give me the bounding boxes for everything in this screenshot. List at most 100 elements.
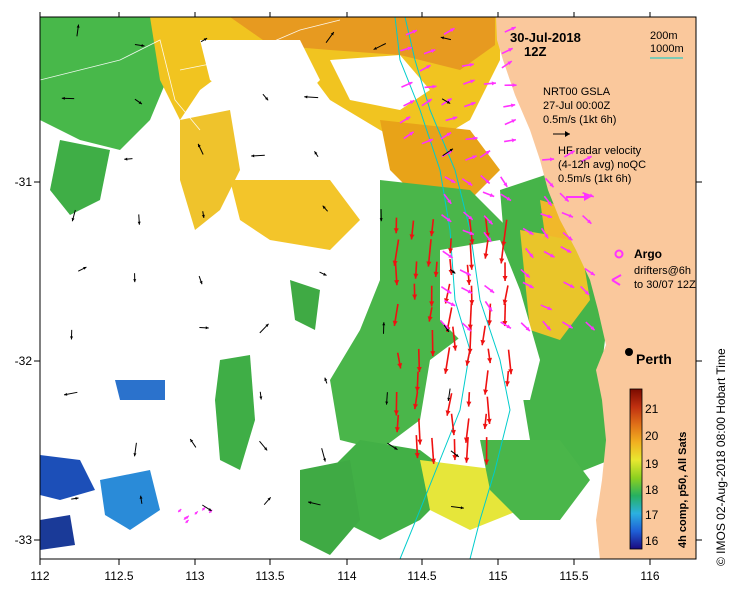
hf-radar-vector	[430, 437, 436, 464]
drifter-vector	[544, 177, 555, 188]
perth-marker	[625, 348, 633, 356]
drifter-vector	[580, 285, 590, 296]
altimetry-vector	[71, 496, 79, 500]
altimetry-vector	[307, 501, 321, 506]
drifter-vector	[444, 176, 456, 184]
hf-radar-vector	[487, 348, 493, 364]
x-tick-label: 112.5	[104, 569, 133, 583]
altimetry-vector	[259, 440, 268, 451]
drifter-vector	[584, 267, 596, 276]
hf-radar-vector	[502, 285, 509, 306]
drifter-vector	[504, 118, 517, 126]
y-tick-label: -33	[15, 533, 33, 547]
altimetry-vector	[198, 275, 203, 285]
drifter-vector	[500, 176, 508, 188]
drifter-vector	[185, 519, 190, 524]
drifter-vector	[540, 304, 553, 311]
colorbar: 21 20 19 18 17 16 4h comp, p50, All Sats	[629, 388, 689, 550]
altimetry-vector	[319, 271, 327, 276]
drifter-vector	[405, 29, 418, 36]
date-title: 30-Jul-2018	[510, 30, 581, 45]
altimetry-vector	[442, 148, 454, 157]
drifter-vector	[559, 192, 570, 203]
drifter-vector	[462, 229, 475, 236]
altimetry-product: NRT00 GSLA	[543, 86, 611, 98]
drifters-label: drifters@6h	[634, 265, 691, 277]
drifter-vector	[540, 227, 549, 239]
drifter-vector	[440, 286, 452, 295]
land-mass	[496, 17, 696, 559]
altimetry-vector	[202, 504, 212, 512]
drifter-vector	[484, 300, 493, 312]
hf-radar-vector	[427, 307, 433, 322]
drifter-vector	[563, 281, 575, 289]
drifter-vector	[503, 103, 516, 108]
hf-radar-vector	[464, 437, 470, 463]
drifter-vector	[461, 178, 473, 187]
drifter-vector	[582, 214, 592, 225]
drifter-vector	[522, 281, 534, 289]
colorbar-tick: 18	[645, 483, 659, 497]
altimetry-vector	[450, 450, 460, 458]
drifter-vector	[540, 213, 553, 219]
drifter-vector	[561, 211, 574, 218]
plot-frame	[39, 16, 697, 560]
hf-radar-vector	[417, 418, 423, 445]
altimetry-vector	[137, 214, 141, 225]
isobath-lines	[394, 17, 511, 559]
drifter-vector	[500, 321, 512, 329]
altimetry-vector	[134, 98, 143, 105]
altimetry-vector	[134, 44, 145, 48]
drifter-vector	[194, 510, 199, 515]
altimetry-vector	[189, 438, 197, 448]
altimetry-scale: 0.5m/s (1kt 6h)	[543, 114, 616, 126]
hf-radar-vector	[392, 303, 399, 327]
x-tick-label: 116	[640, 569, 659, 583]
hf-radar-vector	[433, 261, 439, 278]
drifter-vector	[520, 268, 531, 279]
colorbar-tick: 20	[645, 429, 659, 443]
hf-radar-vector	[483, 238, 489, 259]
altimetry-vector	[259, 323, 269, 334]
x-tick-label: 114.5	[407, 569, 436, 583]
altimetry-vector	[443, 324, 450, 333]
map-layers	[40, 17, 696, 559]
hf-radar-vector	[502, 262, 508, 282]
altimetry-vector	[321, 448, 326, 462]
hf-radar-scale: 0.5m/s (1kt 6h)	[558, 173, 631, 185]
drifter-vector	[461, 286, 473, 294]
altimetry-vector	[441, 98, 451, 104]
drifter-vector	[443, 27, 455, 35]
drifter-vector	[562, 231, 573, 241]
argo-legend-marker	[614, 249, 624, 259]
hf-radar-vector	[429, 219, 435, 237]
hour-title: 12Z	[524, 44, 546, 59]
altimetry-vector	[324, 377, 328, 384]
drifter-vector	[459, 269, 472, 276]
drifter-vector	[484, 284, 495, 294]
hf-radar-title: HF radar velocity	[558, 145, 642, 157]
hf-radar-vector	[499, 241, 505, 264]
altimetry-vector	[251, 154, 265, 158]
altimetry-vector	[61, 96, 75, 100]
drifter-vector	[543, 195, 553, 207]
x-tick-label: 113.5	[255, 569, 284, 583]
altimetry-vector	[63, 391, 78, 396]
x-axis	[39, 12, 651, 565]
argo-label: Argo	[634, 247, 662, 261]
drifter-vector	[542, 320, 552, 331]
hf-radar-subtitle: (4-12h avg) noQC	[558, 159, 646, 171]
drifter-vector	[503, 138, 517, 143]
altimetry-vector	[139, 495, 143, 504]
altimetry-vector	[200, 37, 208, 43]
hf-radar-vector	[450, 413, 456, 436]
sst-patches	[40, 17, 610, 555]
isobath-label-1000: 1000m	[650, 43, 684, 55]
altimetry-vector	[133, 273, 137, 283]
drifter-vector	[504, 26, 517, 33]
colorbar-caption: 4h comp, p50, All Sats	[677, 432, 689, 548]
drifter-vector	[421, 98, 433, 107]
drifter-vector	[500, 193, 512, 202]
altimetry-vector	[70, 329, 74, 340]
drifter-vector	[463, 211, 474, 221]
